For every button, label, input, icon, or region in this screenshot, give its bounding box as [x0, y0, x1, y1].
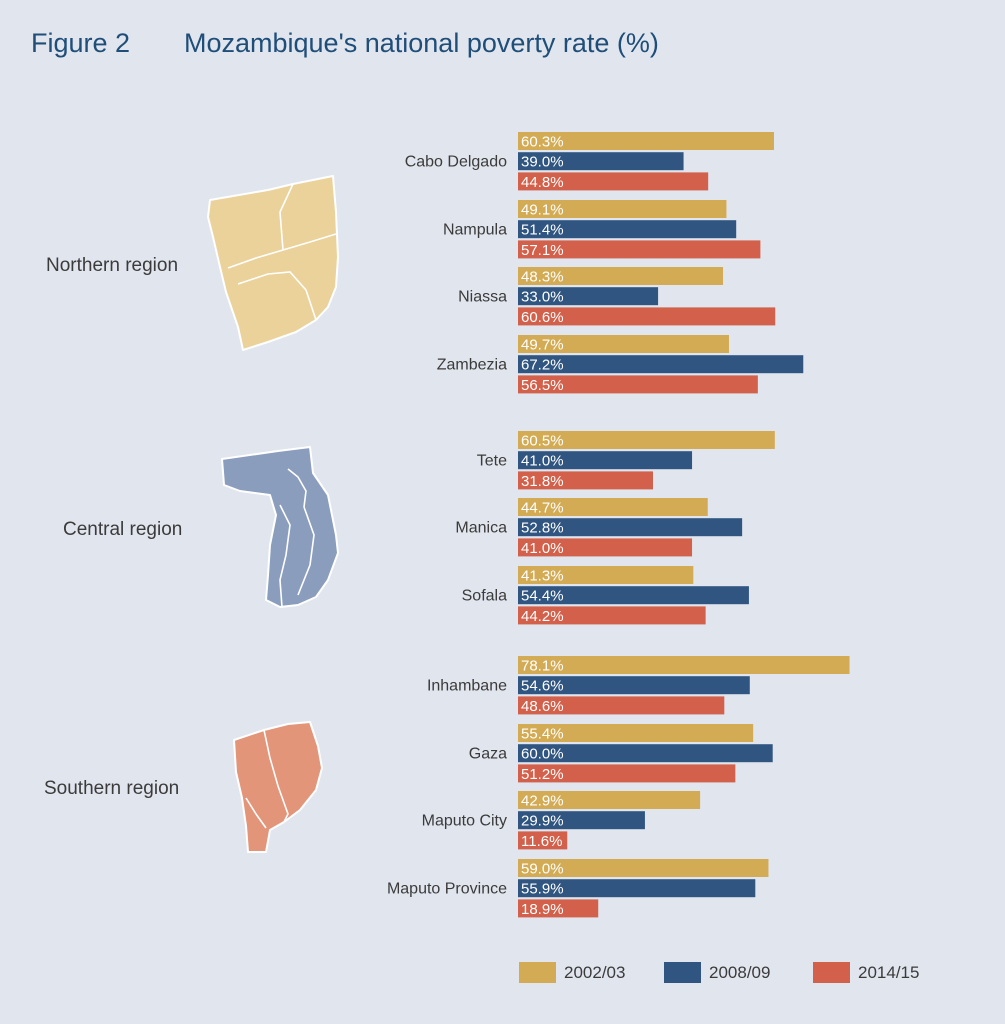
data-label-maputo-city-2002-03: 42.9%	[521, 793, 564, 810]
legend-swatch-2002	[519, 962, 556, 983]
bar-niassa-2002-03	[518, 267, 724, 285]
legend-item-2014: 2014/15	[813, 962, 919, 983]
chart-title: Mozambique's national poverty rate (%)	[184, 28, 659, 58]
bar-niassa-2008-09	[518, 287, 659, 306]
data-label-niassa-2008-09: 33.0%	[521, 289, 564, 306]
data-label-maputo-province-2008-09: 55.9%	[521, 881, 564, 898]
legend-item-2002: 2002/03	[519, 962, 625, 983]
category-label-maputo-city: Maputo City	[422, 813, 507, 830]
bar-maputo-province-2014-15	[518, 899, 599, 918]
bar-maputo-province-2008-09	[518, 879, 756, 898]
bar-tete-2002-03	[518, 431, 775, 449]
bar-niassa-2014-15	[518, 307, 776, 326]
data-label-sofala-2002-03: 41.3%	[521, 568, 564, 585]
bar-maputo-province-2002-03	[518, 859, 769, 877]
bar-zambezia-2008-09	[518, 355, 804, 374]
data-label-tete-2002-03: 60.5%	[521, 433, 564, 450]
data-label-manica-2014-15: 41.0%	[521, 540, 564, 557]
category-label-maputo-province: Maputo Province	[387, 881, 507, 898]
data-label-manica-2002-03: 44.7%	[521, 500, 564, 517]
data-label-maputo-province-2002-03: 59.0%	[521, 861, 564, 878]
bar-inhambane-2008-09	[518, 676, 750, 695]
bar-manica-2002-03	[518, 498, 708, 516]
bar-cabo-delgado-2002-03	[518, 132, 774, 150]
figure-label: Figure 2	[31, 28, 131, 58]
data-label-zambezia-2002-03: 49.7%	[521, 337, 564, 354]
bar-nampula-2014-15	[518, 240, 761, 259]
bar-maputo-city-2008-09	[518, 811, 645, 830]
southern-region-map	[233, 721, 323, 853]
central-region-map	[221, 446, 339, 608]
central-region-label: Central region	[63, 519, 183, 540]
bar-gaza-2008-09	[518, 744, 773, 763]
data-label-tete-2008-09: 41.0%	[521, 453, 564, 470]
data-label-nampula-2008-09: 51.4%	[521, 222, 564, 239]
data-label-niassa-2002-03: 48.3%	[521, 269, 564, 286]
legend-label-2008: 2008/09	[709, 962, 771, 982]
bar-nampula-2002-03	[518, 200, 727, 218]
bar-manica-2014-15	[518, 538, 693, 557]
data-label-zambezia-2014-15: 56.5%	[521, 377, 564, 394]
data-label-nampula-2002-03: 49.1%	[521, 202, 564, 219]
data-label-tete-2014-15: 31.8%	[521, 473, 564, 490]
data-label-manica-2008-09: 52.8%	[521, 520, 564, 537]
bar-gaza-2014-15	[518, 764, 736, 783]
bar-gaza-2002-03	[518, 724, 754, 742]
category-label-zambezia: Zambezia	[437, 357, 507, 374]
data-label-niassa-2014-15: 60.6%	[521, 309, 564, 326]
data-label-inhambane-2014-15: 48.6%	[521, 698, 564, 715]
data-label-maputo-city-2008-09: 29.9%	[521, 813, 564, 830]
data-label-maputo-city-2014-15: 11.6%	[521, 833, 562, 850]
category-label-manica: Manica	[455, 520, 507, 537]
bar-cabo-delgado-2008-09	[518, 152, 684, 171]
data-label-gaza-2014-15: 51.2%	[521, 766, 564, 783]
bar-tete-2014-15	[518, 471, 653, 490]
bar-sofala-2008-09	[518, 586, 749, 605]
data-label-inhambane-2008-09: 54.6%	[521, 678, 564, 695]
bar-cabo-delgado-2014-15	[518, 172, 709, 191]
category-label-sofala: Sofala	[462, 588, 507, 605]
data-label-cabo-delgado-2002-03: 60.3%	[521, 134, 564, 151]
bar-sofala-2014-15	[518, 606, 706, 625]
legend-item-2008: 2008/09	[664, 962, 770, 983]
category-label-tete: Tete	[477, 453, 507, 470]
category-label-gaza: Gaza	[469, 746, 507, 763]
bar-sofala-2002-03	[518, 566, 694, 584]
legend-swatch-2014	[813, 962, 850, 983]
legend-label-2002: 2002/03	[564, 962, 626, 982]
data-label-nampula-2014-15: 57.1%	[521, 242, 564, 259]
data-label-zambezia-2008-09: 67.2%	[521, 357, 564, 374]
data-label-sofala-2014-15: 44.2%	[521, 608, 564, 625]
bar-nampula-2008-09	[518, 220, 737, 239]
bar-inhambane-2014-15	[518, 696, 725, 715]
northern-region-label: Northern region	[46, 255, 179, 276]
legend-swatch-2008	[664, 962, 701, 983]
data-label-maputo-province-2014-15: 18.9%	[521, 901, 564, 918]
bar-inhambane-2002-03	[518, 656, 850, 674]
data-label-sofala-2008-09: 54.4%	[521, 588, 564, 605]
southern-region-label: Southern region	[44, 778, 180, 799]
legend-label-2014: 2014/15	[858, 962, 920, 982]
category-label-nampula: Nampula	[443, 222, 507, 239]
category-label-niassa: Niassa	[458, 289, 507, 306]
category-label-cabo-delgado: Cabo Delgado	[405, 154, 507, 171]
data-label-cabo-delgado-2014-15: 44.8%	[521, 174, 564, 191]
bar-tete-2008-09	[518, 451, 693, 470]
data-label-gaza-2008-09: 60.0%	[521, 746, 564, 763]
bar-maputo-city-2014-15	[518, 831, 568, 850]
bar-zambezia-2014-15	[518, 375, 758, 394]
bar-maputo-city-2002-03	[518, 791, 701, 809]
category-label-inhambane: Inhambane	[427, 678, 507, 695]
bar-zambezia-2002-03	[518, 335, 729, 353]
data-label-gaza-2002-03: 55.4%	[521, 726, 564, 743]
bar-manica-2008-09	[518, 518, 743, 537]
data-label-inhambane-2002-03: 78.1%	[521, 658, 564, 675]
northern-region-map	[207, 175, 339, 351]
data-label-cabo-delgado-2008-09: 39.0%	[521, 154, 564, 171]
